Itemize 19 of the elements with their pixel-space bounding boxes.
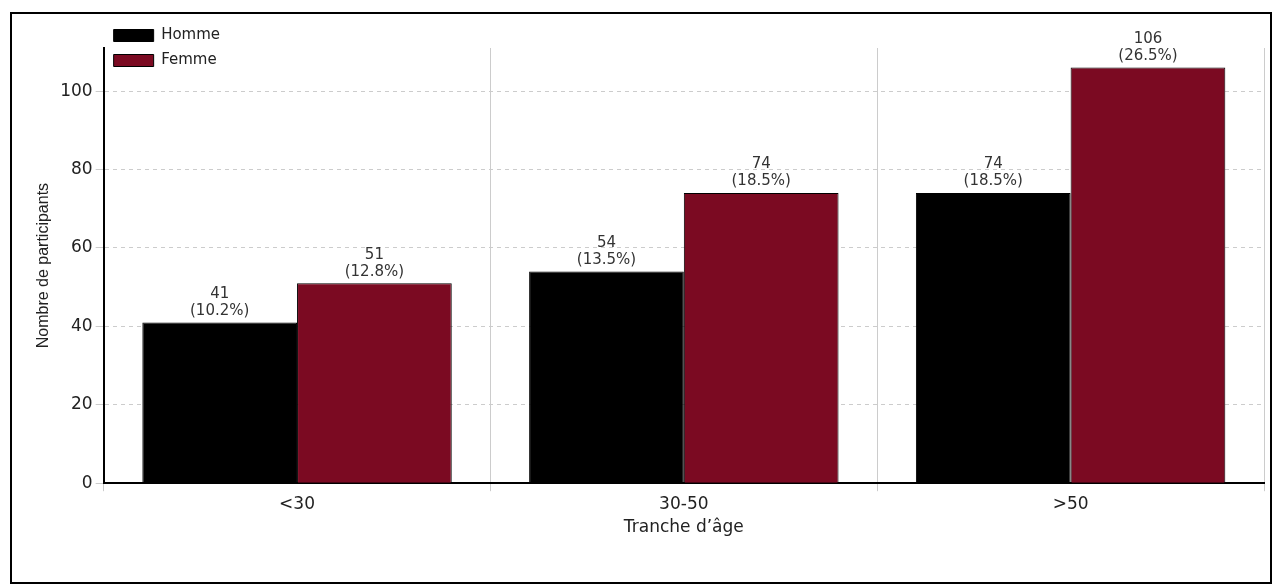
x-tick-label: 30-50	[659, 492, 709, 513]
y-tick-label: 40	[71, 314, 93, 335]
data-label: 74 (18.5%)	[731, 154, 791, 190]
y-tick-label: 0	[81, 471, 93, 492]
data-label: 106 (26.5%)	[1118, 28, 1178, 64]
y-tick-label: 60	[71, 236, 93, 257]
data-label: 51 (12.8%)	[344, 244, 405, 280]
data-label: 41 (10.2%)	[190, 283, 250, 319]
data-label: 74 (18.5%)	[963, 154, 1023, 190]
x-tick-label: <30	[279, 492, 315, 513]
legend-label: Homme	[161, 25, 221, 44]
legend-label: Femme	[161, 50, 217, 69]
x-tick-label: >50	[1052, 492, 1089, 513]
y-tick-label: 20	[71, 393, 93, 414]
data-label: 54 (13.5%)	[576, 232, 637, 268]
y-axis-title: Nombre de participants	[34, 182, 52, 349]
y-tick-label: 80	[71, 157, 93, 178]
y-tick-label: 100	[60, 79, 93, 100]
x-axis-title: Tranche d’âge	[622, 516, 744, 537]
